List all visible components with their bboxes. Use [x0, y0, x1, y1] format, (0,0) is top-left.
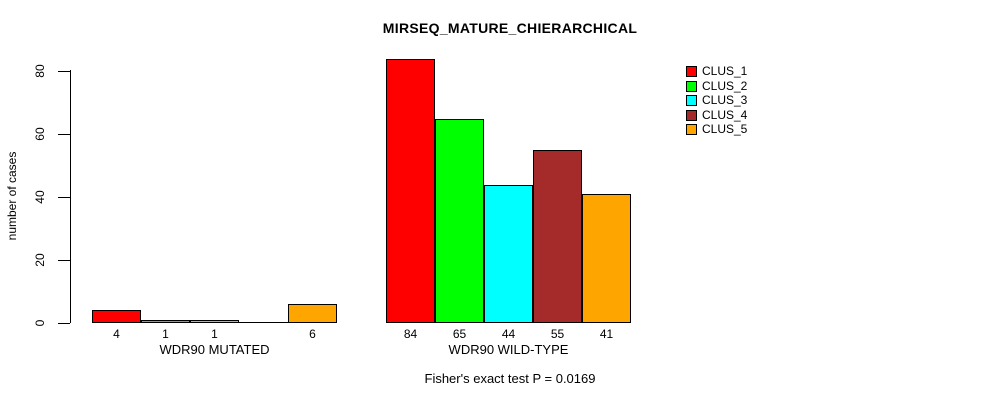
y-tick	[58, 71, 70, 72]
x-group-label-mutated: WDR90 MUTATED	[159, 342, 270, 357]
bar-clus_5	[288, 304, 337, 323]
legend-swatch-icon	[686, 110, 697, 121]
y-tick-label: 60	[33, 127, 47, 141]
bar-clus_2	[435, 119, 484, 323]
fisher-test-footnote: Fisher's exact test P = 0.0169	[424, 371, 596, 386]
legend-swatch-icon	[686, 66, 697, 77]
legend-label: CLUS_2	[702, 79, 748, 93]
y-tick-label: 0	[33, 319, 47, 327]
bar-clus_1	[386, 59, 435, 323]
y-axis-title: number of cases	[5, 151, 19, 241]
legend-swatch-icon	[686, 124, 697, 135]
legend-swatch-icon	[686, 81, 697, 92]
bar-value-label: 1	[211, 327, 218, 341]
bar-value-label: 4	[113, 327, 120, 341]
legend-swatch-icon	[686, 95, 697, 106]
y-tick	[58, 260, 70, 261]
bar-value-label: 55	[550, 327, 565, 341]
bar-clus_2	[141, 320, 190, 323]
legend-label: CLUS_5	[702, 122, 748, 136]
y-tick-label: 20	[33, 253, 47, 267]
zero-height-bar-clus_4	[239, 322, 288, 323]
bar-value-label: 41	[599, 327, 614, 341]
bar-clus_1	[92, 310, 141, 323]
x-group-label-wildtype: WDR90 WILD-TYPE	[448, 342, 569, 357]
bar-clus_3	[190, 320, 239, 323]
y-axis-line	[70, 70, 71, 323]
y-tick	[58, 134, 70, 135]
legend-label: CLUS_3	[702, 93, 748, 107]
bar-value-label: 44	[501, 327, 516, 341]
bar-clus_4	[533, 150, 582, 323]
legend-label: CLUS_1	[702, 64, 748, 78]
y-tick	[58, 197, 70, 198]
chart-title: MIRSEQ_MATURE_CHIERARCHICAL	[382, 20, 638, 36]
bar-value-label: 1	[162, 327, 169, 341]
bar-clus_3	[484, 185, 533, 323]
legend-label: CLUS_4	[702, 108, 748, 122]
bar-clus_5	[582, 194, 631, 323]
y-tick	[58, 323, 70, 324]
bar-value-label: 6	[309, 327, 316, 341]
y-tick-label: 40	[33, 190, 47, 204]
bar-value-label: 65	[452, 327, 467, 341]
y-tick-label: 80	[33, 64, 47, 78]
bar-value-label: 84	[403, 327, 418, 341]
